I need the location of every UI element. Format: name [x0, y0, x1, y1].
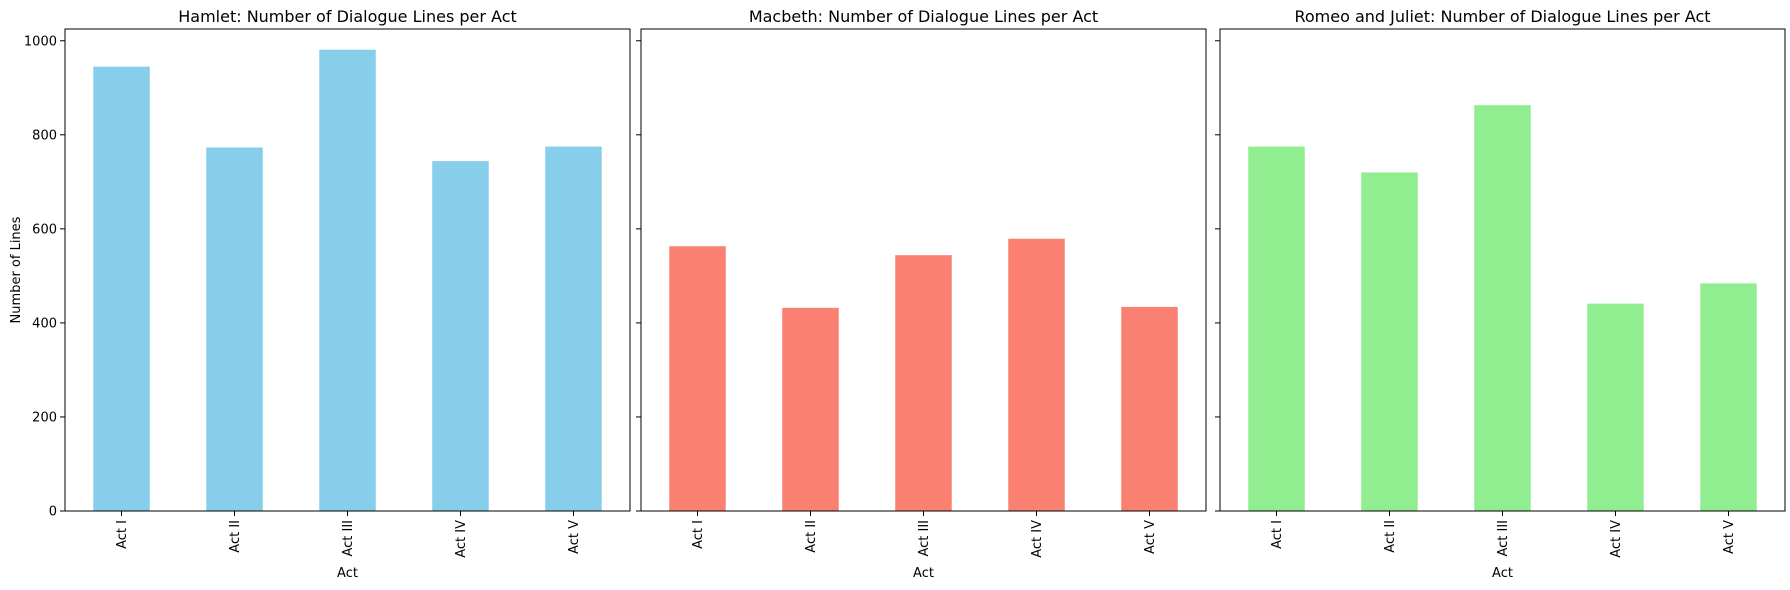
chart-2-xtick-label-1: Act I: [691, 520, 706, 549]
chart-1-bar-4: [432, 161, 489, 511]
chart-3-xtick-label-5: Act V: [1722, 520, 1737, 554]
chart-2-bar-4: [1008, 238, 1065, 512]
chart-2-xlabel: Act: [913, 566, 934, 581]
chart-1-ytick-label-2: 200: [32, 410, 57, 425]
chart-1-bar-5: [545, 146, 602, 511]
chart-1-xtick-label-2: Act II: [228, 520, 243, 553]
chart-3-bar-3: [1474, 105, 1531, 512]
chart-1-ytick-label-5: 800: [32, 128, 57, 143]
chart-2-bar-5: [1121, 306, 1178, 511]
chart-1-ytick-label-6: 1000: [24, 34, 57, 49]
chart-3-xtick-label-2: Act II: [1383, 520, 1398, 553]
chart-3-bar-5: [1700, 283, 1757, 511]
chart-1-bar-1: [93, 66, 150, 512]
chart-1-ytick-label-1: 0: [49, 505, 57, 520]
chart-2-xtick-label-5: Act V: [1143, 520, 1158, 554]
chart-2-bar-2: [782, 307, 839, 511]
chart-3-xtick-label-4: Act IV: [1609, 520, 1624, 558]
chart-3-xtick-label-3: Act III: [1496, 520, 1511, 557]
chart-3-bar-2: [1361, 172, 1418, 512]
chart-3-bar-1: [1248, 146, 1305, 511]
chart-2-title: Macbeth: Number of Dialogue Lines per Ac…: [749, 7, 1098, 26]
chart-1-bar-3: [319, 49, 376, 511]
chart-1-bar-2: [206, 147, 263, 511]
chart-1-xlabel: Act: [337, 566, 358, 581]
chart-3-bar-4: [1587, 303, 1644, 511]
chart-1-title: Hamlet: Number of Dialogue Lines per Act: [178, 7, 517, 26]
chart-1-ytick-label-4: 600: [32, 222, 57, 237]
chart-1-xtick-label-4: Act IV: [454, 520, 469, 558]
chart-3-title: Romeo and Juliet: Number of Dialogue Lin…: [1294, 7, 1710, 26]
chart-1-xtick-label-5: Act V: [567, 520, 582, 554]
chart-2-xtick-label-3: Act III: [917, 520, 932, 557]
chart-2-bar-1: [669, 246, 726, 511]
chart-3-xlabel: Act: [1492, 566, 1513, 581]
chart-1-ytick-label-3: 400: [32, 316, 57, 331]
chart-1-xtick-label-3: Act III: [341, 520, 356, 557]
chart-2-xtick-label-2: Act II: [804, 520, 819, 553]
chart-1-ylabel: Number of Lines: [9, 216, 24, 323]
chart-1-xtick-label-1: Act I: [115, 520, 130, 549]
chart-2-xtick-label-4: Act IV: [1030, 520, 1045, 558]
chart-3-xtick-label-1: Act I: [1270, 520, 1285, 549]
chart-2-bar-3: [895, 255, 952, 511]
